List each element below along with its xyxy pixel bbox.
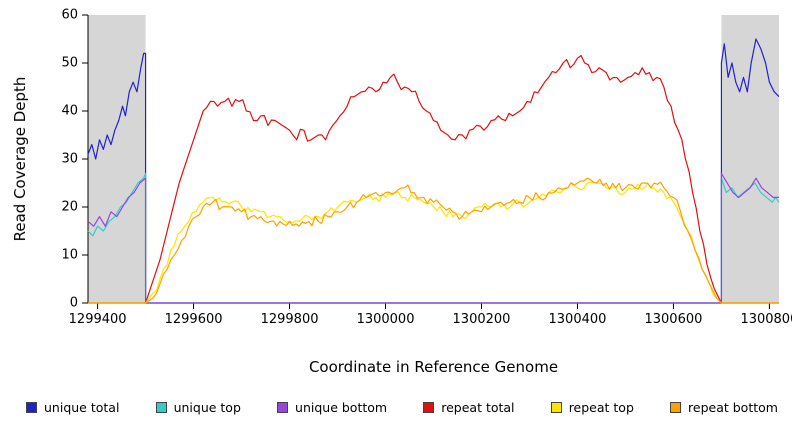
legend-label: unique total — [44, 400, 120, 415]
legend-item-unique-top: unique top — [155, 400, 241, 415]
legend-item-repeat-total: repeat total — [423, 400, 515, 415]
legend-label: unique top — [173, 400, 241, 415]
legend-item-repeat-top: repeat top — [550, 400, 634, 415]
legend-item-unique-bottom: unique bottom — [277, 400, 387, 415]
legend-label: repeat total — [441, 400, 515, 415]
legend-item-unique-total: unique total — [26, 400, 119, 415]
y-axis-title: Read Coverage Depth — [11, 76, 29, 242]
legend-swatch-unique-bottom — [277, 402, 289, 413]
legend-swatch-repeat-total — [423, 402, 435, 413]
legend-label: repeat bottom — [688, 400, 778, 415]
legend-swatch-unique-top — [155, 402, 167, 413]
legend: unique total unique top unique bottom repea… — [26, 400, 778, 415]
x-axis-title: Coordinate in Reference Genome — [308, 358, 559, 376]
legend-label: repeat top — [568, 400, 634, 415]
legend-swatch-unique-total — [26, 402, 37, 413]
legend-swatch-repeat-bottom — [670, 402, 682, 413]
legend-item-repeat-bottom: repeat bottom — [670, 400, 778, 415]
legend-swatch-repeat-top — [550, 402, 562, 413]
legend-label: unique bottom — [295, 400, 388, 415]
